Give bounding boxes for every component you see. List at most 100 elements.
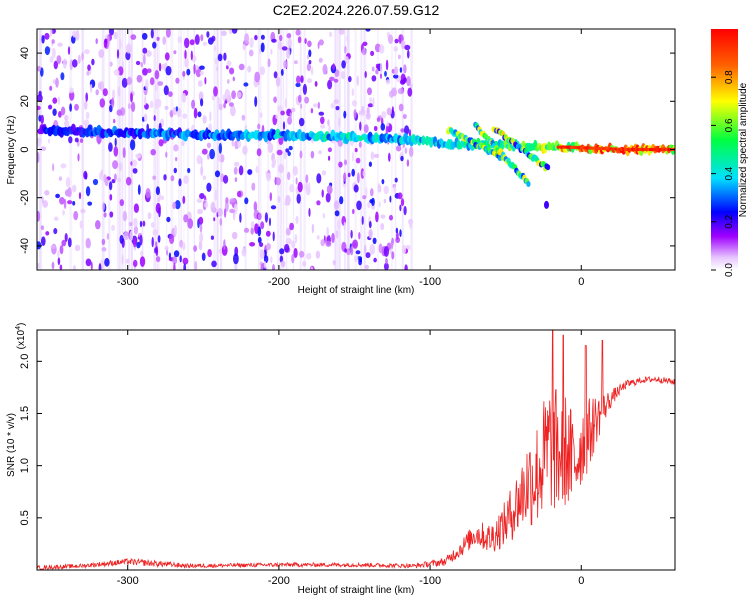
- noise-speck: [139, 234, 143, 246]
- noise-speck: [365, 112, 371, 120]
- noise-speck: [159, 195, 165, 201]
- noise-stripe: [193, 29, 195, 270]
- noise-speck: [200, 165, 204, 176]
- noise-speck: [182, 113, 188, 119]
- noise-stripe: [292, 29, 295, 270]
- noise-speck: [57, 257, 61, 266]
- noise-speck: [350, 246, 354, 256]
- noise-speck: [53, 228, 58, 235]
- noise-speck: [139, 256, 146, 267]
- noise-speck: [199, 232, 204, 243]
- noise-speck: [391, 106, 394, 114]
- noise-speck: [329, 76, 335, 82]
- noise-speck: [151, 236, 154, 248]
- noise-speck: [385, 59, 389, 71]
- noise-speck: [283, 60, 288, 69]
- x-tick-label: -200: [268, 575, 290, 587]
- noise-stripe: [156, 29, 158, 270]
- snr-y-label: SNR (10 * v/v): [6, 413, 17, 477]
- noise-speck: [255, 165, 259, 174]
- noise-speck: [173, 262, 176, 270]
- noise-speck: [304, 96, 309, 104]
- noise-speck: [217, 53, 223, 62]
- noise-speck: [207, 249, 212, 258]
- noise-speck: [78, 192, 82, 200]
- noise-speck: [236, 190, 242, 198]
- noise-speck: [169, 110, 174, 118]
- noise-speck: [302, 83, 307, 95]
- noise-speck: [318, 39, 324, 46]
- noise-speck: [129, 139, 136, 151]
- spectrogram-marks: [37, 29, 675, 270]
- noise-speck: [318, 57, 323, 63]
- noise-speck: [48, 104, 53, 110]
- noise-speck: [161, 63, 165, 70]
- noise-speck: [396, 231, 399, 240]
- noise-speck: [383, 198, 387, 204]
- noise-speck: [150, 149, 156, 156]
- noise-speck: [383, 185, 389, 195]
- snr-scale-base: (x10: [16, 329, 27, 349]
- noise-speck: [404, 264, 408, 270]
- noise-speck: [37, 94, 43, 102]
- noise-stripe: [344, 29, 346, 270]
- noise-speck: [342, 181, 347, 188]
- noise-speck: [376, 117, 381, 122]
- noise-speck: [37, 110, 40, 117]
- noise-speck: [333, 78, 339, 83]
- noise-speck: [168, 91, 173, 97]
- noise-speck: [271, 38, 277, 43]
- noise-speck: [61, 239, 67, 247]
- noise-speck: [198, 216, 204, 225]
- noise-speck: [380, 123, 386, 131]
- noise-speck: [380, 214, 386, 219]
- noise-speck: [400, 198, 405, 207]
- colorbar: 0.0 0.2 0.4 0.6 0.8 Normalized spectral ampl…: [711, 29, 749, 277]
- noise-speck: [193, 245, 198, 252]
- noise-speck: [322, 64, 328, 75]
- noise-speck: [165, 151, 168, 158]
- noise-speck: [399, 67, 403, 73]
- noise-speck: [118, 38, 122, 50]
- noise-speck: [231, 231, 238, 240]
- noise-speck: [332, 63, 336, 71]
- noise-speck: [67, 187, 72, 198]
- noise-speck: [60, 106, 66, 116]
- noise-stripe: [299, 29, 302, 270]
- noise-speck: [113, 118, 116, 124]
- noise-stripe: [334, 29, 337, 270]
- noise-speck: [90, 261, 93, 270]
- spectrogram-x-ticks: -300 -200 -100 0: [117, 29, 584, 288]
- noise-speck: [44, 190, 50, 196]
- noise-speck: [211, 35, 216, 42]
- noise-speck: [287, 171, 291, 181]
- noise-speck: [269, 217, 271, 227]
- noise-speck: [362, 170, 366, 177]
- noise-speck: [331, 232, 335, 244]
- noise-speck: [350, 229, 353, 239]
- noise-stripe: [178, 29, 180, 270]
- noise-speck: [155, 256, 161, 263]
- noise-speck: [225, 197, 229, 204]
- noise-speck: [37, 65, 41, 72]
- noise-speck: [227, 79, 230, 84]
- noise-speck: [379, 62, 383, 74]
- noise-speck: [101, 247, 107, 252]
- noise-speck: [239, 212, 242, 223]
- noise-stripe: [216, 29, 218, 270]
- noise-speck: [259, 66, 266, 76]
- noise-speck: [404, 125, 410, 136]
- noise-speck: [49, 56, 54, 63]
- noise-speck: [175, 106, 178, 112]
- noise-speck: [53, 60, 58, 70]
- noise-speck: [296, 75, 301, 84]
- noise-speck: [346, 248, 351, 256]
- noise-speck: [213, 217, 216, 222]
- noise-speck: [123, 231, 129, 241]
- noise-speck: [142, 68, 148, 76]
- noise-speck: [140, 62, 143, 68]
- noise-speck: [101, 238, 106, 246]
- noise-speck: [211, 260, 217, 268]
- noise-speck: [143, 53, 146, 65]
- noise-speck: [116, 49, 120, 59]
